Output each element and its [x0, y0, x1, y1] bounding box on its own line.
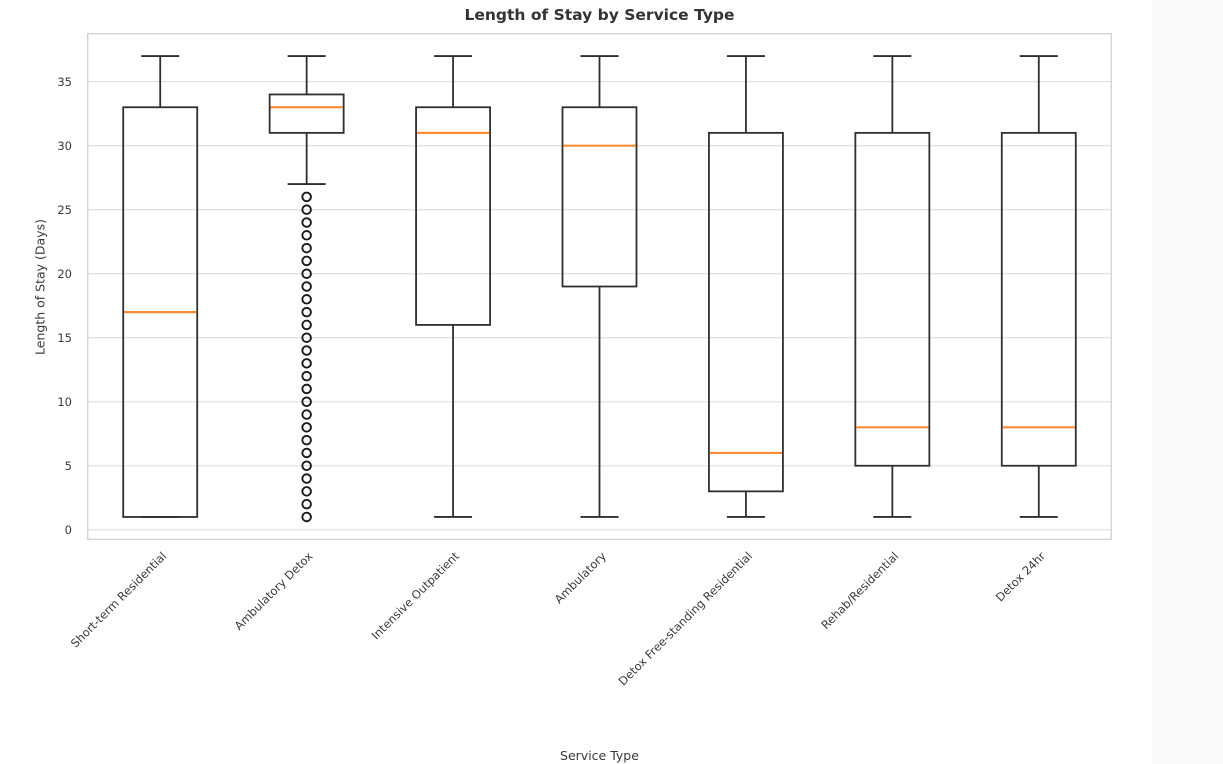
outlier-point — [301, 268, 312, 279]
outlier-point — [301, 191, 312, 203]
outlier-point — [301, 383, 312, 395]
box — [415, 106, 491, 326]
outlier-point — [301, 217, 312, 228]
plot-area — [87, 33, 1112, 540]
outlier-point — [301, 255, 312, 267]
outlier-point — [301, 473, 312, 484]
outlier-point — [301, 230, 312, 241]
x-tick-label: Ambulatory — [551, 549, 609, 607]
x-axis-label: Service Type — [560, 748, 639, 763]
outlier-point — [301, 409, 312, 420]
x-tick-label: Intensive Outpatient — [368, 549, 462, 643]
y-tick-label: 15 — [57, 330, 72, 345]
outlier-point — [301, 434, 312, 446]
plot-spines — [87, 33, 1112, 540]
box — [854, 131, 931, 467]
y-tick-label: 25 — [57, 202, 72, 217]
outlier-point — [301, 422, 312, 433]
x-tick-label: Rehab/Residential — [818, 549, 902, 633]
box — [122, 106, 199, 518]
outlier-point — [301, 460, 312, 471]
outlier-point — [301, 447, 312, 459]
x-tick-label: Detox Free-standing Residential — [615, 549, 755, 689]
page-background-strip — [1152, 0, 1223, 764]
y-tick-label: 30 — [57, 138, 72, 153]
x-tick-label: Detox 24hr — [992, 549, 1048, 605]
outlier-point — [301, 332, 312, 343]
outlier-point — [301, 511, 312, 523]
outlier-point — [301, 204, 312, 215]
y-tick-label: 35 — [57, 74, 72, 89]
outlier-point — [301, 396, 312, 407]
y-tick-label: 20 — [57, 266, 72, 281]
outlier-point — [301, 319, 312, 331]
y-tick-label: 0 — [64, 522, 72, 537]
chart-title: Length of Stay by Service Type — [464, 6, 735, 24]
box — [561, 106, 638, 288]
x-tick-label: Ambulatory Detox — [231, 549, 316, 633]
outlier-point — [301, 370, 312, 382]
y-tick-label: 5 — [64, 458, 72, 473]
outlier-point — [301, 358, 312, 369]
outlier-point — [301, 486, 312, 497]
box — [268, 93, 345, 134]
box — [708, 131, 784, 493]
y-tick-label: 10 — [57, 394, 72, 409]
x-tick-label: Short-term Residential — [67, 549, 170, 651]
outlier-point — [301, 345, 312, 356]
box — [1000, 131, 1077, 467]
outlier-point — [301, 306, 312, 318]
outlier-point — [301, 498, 312, 510]
outlier-point — [301, 281, 312, 292]
outlier-point — [301, 294, 312, 305]
outlier-point — [301, 242, 312, 254]
